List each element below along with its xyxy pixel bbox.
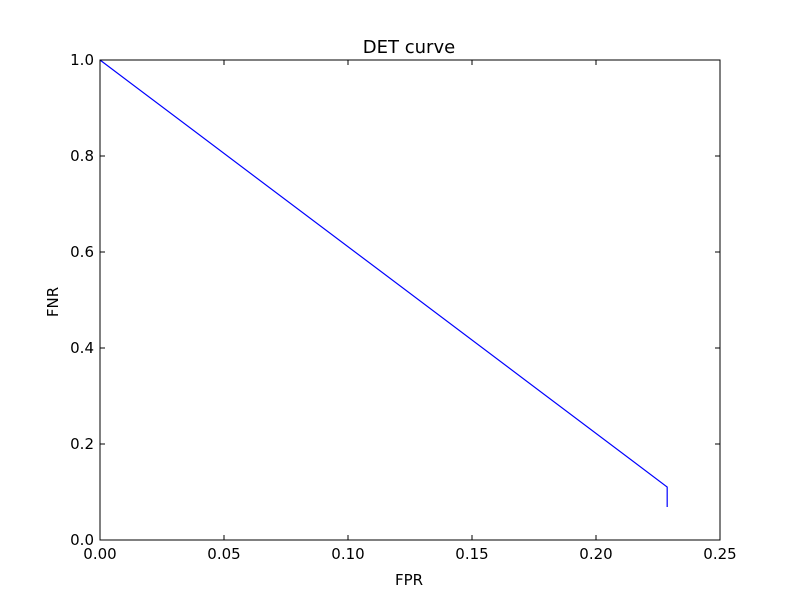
x-tick-label: 0.15 <box>455 545 488 563</box>
y-tick-label: 0.8 <box>70 147 94 165</box>
x-tick-label: 0.25 <box>703 545 736 563</box>
chart-title: DET curve <box>363 37 455 58</box>
x-tick-label: 0.00 <box>83 545 116 563</box>
det-curve-line <box>99 59 668 507</box>
y-axis-label: FNR <box>44 287 62 317</box>
y-tick-label: 1.0 <box>70 51 94 69</box>
tick-labels-layer: 0.00 0.05 0.10 0.15 0.20 0.25 0.0 0.2 0.4 0.6 0.8 1… <box>70 51 737 563</box>
y-tick-label: 0.4 <box>70 339 94 357</box>
x-axis-label: FPR <box>395 571 423 589</box>
y-tick-label: 0.2 <box>70 435 94 453</box>
y-tick-label: 0.6 <box>70 243 94 261</box>
x-tick-label: 0.10 <box>331 545 364 563</box>
y-tick-label: 0.0 <box>70 531 94 549</box>
series-layer <box>99 59 668 507</box>
x-tick-label: 0.20 <box>579 545 612 563</box>
plot-frame <box>99 59 721 541</box>
x-tick-label: 0.05 <box>207 545 240 563</box>
